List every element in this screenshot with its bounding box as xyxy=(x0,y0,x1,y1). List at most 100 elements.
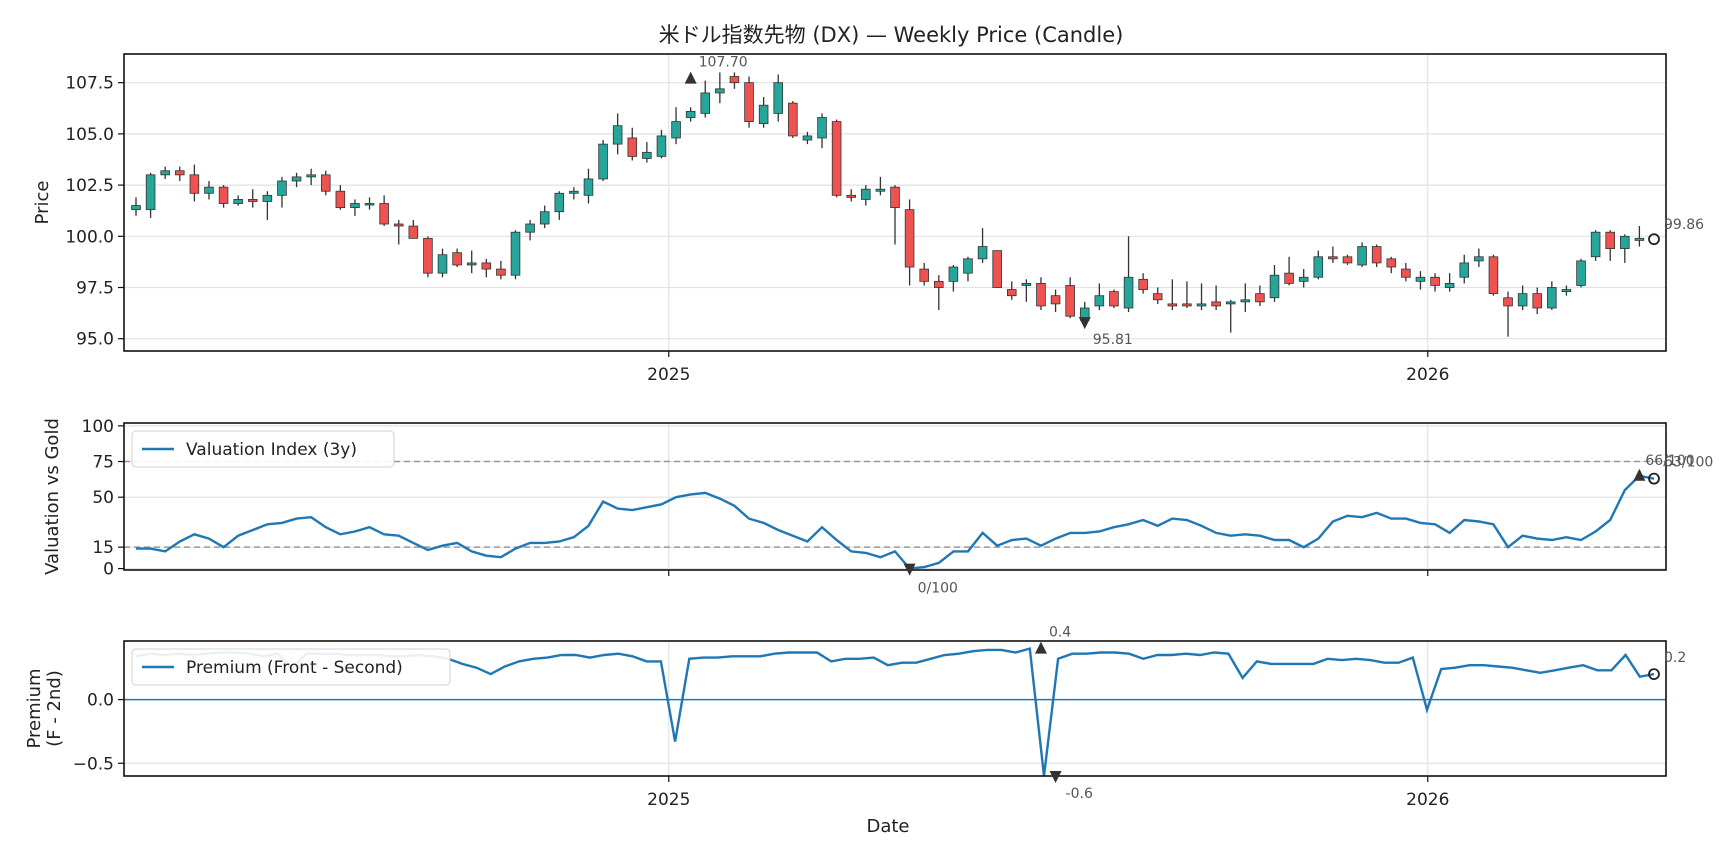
candle-down xyxy=(379,203,389,225)
candle-down xyxy=(1050,295,1061,305)
valuation-last-marker xyxy=(1648,472,1660,485)
valuation-ytick-label: 100 xyxy=(82,417,114,437)
candle-down xyxy=(408,225,419,239)
candle-up xyxy=(277,180,287,196)
candle-down xyxy=(335,190,346,209)
candle-up xyxy=(948,266,959,282)
candle-up xyxy=(1269,274,1280,299)
candle-up xyxy=(715,88,725,94)
candle-up xyxy=(1576,260,1586,286)
candle-down xyxy=(1182,303,1192,307)
candle-down xyxy=(890,186,900,209)
candle-up xyxy=(671,121,681,139)
candle-down xyxy=(1488,256,1499,295)
valuation-ytick-label: 50 xyxy=(92,488,114,508)
candle-up xyxy=(861,188,871,200)
price-max-marker xyxy=(684,71,697,84)
premium-min-marker xyxy=(1049,771,1062,783)
price-ytick-label: 95.0 xyxy=(76,330,114,350)
valuation-ytick-label: 0 xyxy=(103,560,114,580)
candle-up xyxy=(1357,246,1367,266)
valuation-legend-box xyxy=(131,430,395,468)
candle-up xyxy=(569,190,579,194)
candle-down xyxy=(1255,293,1265,303)
price-ytick-label: 107.5 xyxy=(65,74,114,94)
candle-down xyxy=(1371,246,1382,264)
price-panel-frame xyxy=(123,53,1667,352)
valuation-y-axis-label: Valuation vs Gold xyxy=(42,418,63,575)
candle-down xyxy=(1167,303,1178,307)
premium-legend-box xyxy=(131,648,451,686)
premium-y-axis-label-line: (F - 2nd) xyxy=(44,670,65,747)
valuation-max-marker xyxy=(1633,468,1646,481)
valuation-last-label: 63/100 xyxy=(1664,455,1713,471)
candle-up xyxy=(466,262,477,266)
valuation-min-marker xyxy=(903,563,916,576)
candle-up xyxy=(1590,231,1601,258)
candle-down xyxy=(1036,283,1046,307)
candle-up xyxy=(963,258,973,274)
candle-up xyxy=(1547,287,1557,309)
candle-down xyxy=(218,186,229,204)
price-ytick-label: 100.0 xyxy=(65,227,114,247)
price-y-axis-label: Price xyxy=(32,181,53,225)
candle-down xyxy=(452,252,462,266)
candle-down xyxy=(1328,256,1338,260)
candle-up xyxy=(802,135,813,141)
candle-down xyxy=(729,76,740,84)
valuation-ytick-label: 75 xyxy=(92,453,114,473)
candle-up xyxy=(977,246,988,260)
premium-max-marker xyxy=(1034,641,1047,654)
candle-up xyxy=(1634,237,1645,241)
candle-up xyxy=(612,125,623,145)
candle-down xyxy=(393,223,404,227)
candle-up xyxy=(539,211,550,225)
price-max-label: 107.70 xyxy=(699,55,748,71)
candle-up xyxy=(233,199,243,204)
candle-up xyxy=(306,174,316,178)
candle-down xyxy=(1006,289,1017,297)
candle-down xyxy=(788,102,798,137)
candle-up xyxy=(1517,293,1528,307)
premium-ytick-label: −0.5 xyxy=(73,754,114,774)
candle-up xyxy=(291,176,302,182)
candle-up xyxy=(1021,283,1032,286)
candle-up xyxy=(1474,256,1484,262)
candle-up xyxy=(262,194,273,202)
candle-up xyxy=(598,143,608,180)
candle-up xyxy=(1459,262,1470,278)
price-min-marker xyxy=(1078,317,1091,330)
candle-down xyxy=(1401,268,1411,278)
x-axis-label: Date xyxy=(866,816,909,837)
price-last-marker xyxy=(1648,233,1660,246)
candle-up xyxy=(160,170,170,176)
valuation-min-label: 0/100 xyxy=(918,581,958,597)
candle-up xyxy=(204,186,214,194)
premium-xtick-label: 2026 xyxy=(1406,790,1449,810)
candle-down xyxy=(175,170,185,176)
candle-down xyxy=(1342,256,1353,264)
candle-up xyxy=(1123,276,1134,309)
candle-up xyxy=(437,254,448,274)
candle-up xyxy=(1240,299,1251,303)
candle-up xyxy=(1225,301,1236,305)
valuation-legend-label: Valuation Index (3y) xyxy=(186,440,357,460)
price-ytick-label: 102.5 xyxy=(65,176,114,196)
premium-last-label: 0.2 xyxy=(1664,650,1686,666)
candle-down xyxy=(1503,297,1513,307)
candle-up xyxy=(131,205,141,211)
candle-down xyxy=(831,121,842,196)
candle-down xyxy=(904,209,915,268)
price-min-label: 95.81 xyxy=(1093,332,1133,348)
candle-down xyxy=(1138,278,1148,290)
premium-min-label: -0.6 xyxy=(1066,786,1093,802)
candle-up xyxy=(875,188,886,192)
candle-down xyxy=(919,268,929,282)
figure-title: 米ドル指数先物 (DX) — Weekly Price (Candle) xyxy=(659,23,1124,47)
candle-up xyxy=(1620,235,1630,249)
candle-up xyxy=(817,117,827,139)
candle-up xyxy=(1444,283,1455,288)
valuation-max-label: 66/100 xyxy=(1645,453,1694,469)
